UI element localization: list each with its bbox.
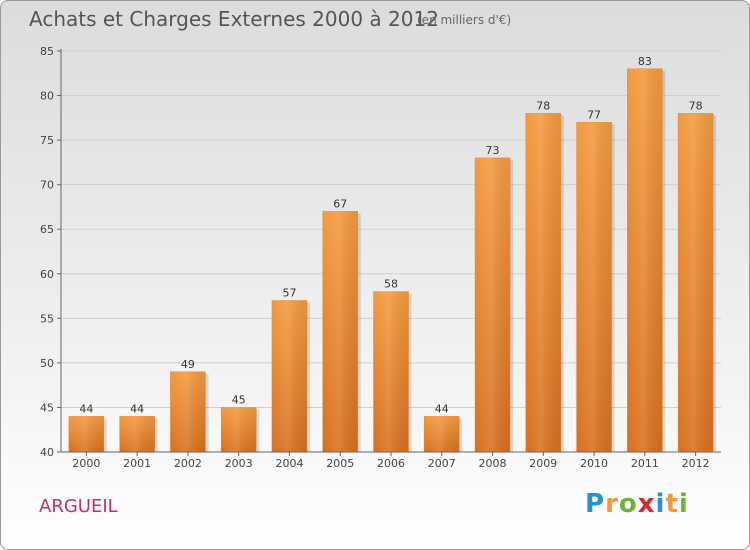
y-tick-label: 80 [40,90,54,103]
x-tick-label: 2006 [377,457,405,470]
bar-sheen [221,407,257,452]
bar-sheen [576,122,612,453]
bar-sheen [119,416,155,452]
y-tick-label: 70 [40,179,54,192]
x-tick-label: 2011 [631,457,659,470]
x-tick-label: 2010 [580,457,608,470]
bar-sheen [424,416,460,452]
data-label: 49 [181,358,195,371]
data-label: 44 [435,402,449,415]
x-tick-label: 2012 [682,457,710,470]
x-tick-label: 2008 [479,457,507,470]
data-label: 73 [486,144,500,157]
bar-sheen [322,211,358,452]
bar-sheen [678,113,714,452]
logo-letter: P [585,489,606,519]
bar-sheen [373,291,409,452]
y-tick-label: 60 [40,268,54,281]
data-label: 58 [384,278,398,291]
y-tick-label: 40 [40,446,54,459]
bar-sheen [627,68,663,453]
logo-letter: i [655,489,666,519]
y-tick-label: 45 [40,401,54,414]
data-label: 44 [79,402,93,415]
bar-sheen [525,113,561,452]
y-tick-label: 85 [40,45,54,58]
x-tick-label: 2007 [428,457,456,470]
x-tick-label: 2001 [123,457,151,470]
chart-subtitle: (en milliers d'€) [417,13,512,27]
logo-letter: t [665,489,679,519]
data-label: 78 [536,99,550,112]
bar-sheen [271,300,307,452]
data-label: 77 [587,108,601,121]
data-label: 57 [282,287,296,300]
data-label: 83 [638,55,652,68]
y-tick-label: 65 [40,223,54,236]
proxiti-logo: Proxiti [585,489,689,519]
x-tick-label: 2004 [275,457,303,470]
data-label: 45 [232,393,246,406]
chart-title: Achats et Charges Externes 2000 à 2012 [29,7,439,31]
logo-letter: x [637,489,656,519]
y-tick-label: 75 [40,134,54,147]
x-tick-label: 2003 [225,457,253,470]
place-name: ARGUEIL [39,496,118,517]
y-tick-label: 50 [40,357,54,370]
logo-letter: o [618,489,638,519]
y-tick-label: 55 [40,312,54,325]
x-tick-label: 2000 [72,457,100,470]
x-tick-label: 2005 [326,457,354,470]
logo-letter: i [678,489,689,519]
logo-letter: r [605,489,619,519]
data-label: 67 [333,197,347,210]
x-tick-label: 2009 [529,457,557,470]
data-label: 78 [689,99,703,112]
bar-sheen [475,157,511,452]
bar-sheen [170,371,206,452]
data-label: 44 [130,402,144,415]
bar-sheen [68,416,104,452]
x-tick-label: 2002 [174,457,202,470]
